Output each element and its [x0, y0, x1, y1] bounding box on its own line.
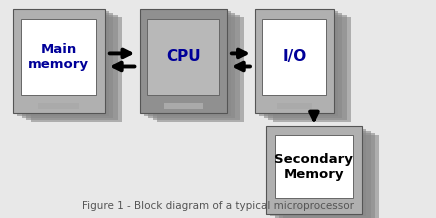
Bar	[264, 13, 342, 118]
Bar	[147, 19, 219, 95]
Bar	[38, 103, 79, 109]
Bar	[277, 103, 312, 109]
Bar	[268, 15, 347, 120]
Bar	[292, 205, 336, 210]
Text: Figure 1 - Block diagram of a typical microprocessor: Figure 1 - Block diagram of a typical mi…	[82, 201, 354, 211]
Bar	[270, 129, 366, 216]
Text: Main
memory: Main memory	[28, 43, 89, 71]
Bar	[157, 17, 244, 122]
Bar	[21, 19, 96, 95]
Text: I/O: I/O	[282, 49, 307, 64]
Bar	[148, 13, 235, 118]
Bar	[13, 9, 105, 113]
Text: CPU: CPU	[166, 49, 201, 64]
Bar	[17, 11, 109, 116]
Bar	[22, 13, 113, 118]
Bar	[283, 135, 379, 218]
Bar	[266, 126, 362, 214]
Bar	[255, 9, 334, 113]
Bar	[275, 131, 371, 218]
Bar	[26, 15, 118, 120]
Text: Secondary
Memory: Secondary Memory	[275, 153, 353, 181]
Bar	[279, 133, 375, 218]
Bar	[144, 11, 231, 116]
Bar	[140, 9, 227, 113]
Bar	[153, 15, 240, 120]
Bar	[164, 103, 203, 109]
Bar	[259, 11, 338, 116]
Bar	[262, 19, 327, 95]
Bar	[31, 17, 122, 122]
Bar	[275, 135, 353, 198]
Bar	[272, 17, 351, 122]
